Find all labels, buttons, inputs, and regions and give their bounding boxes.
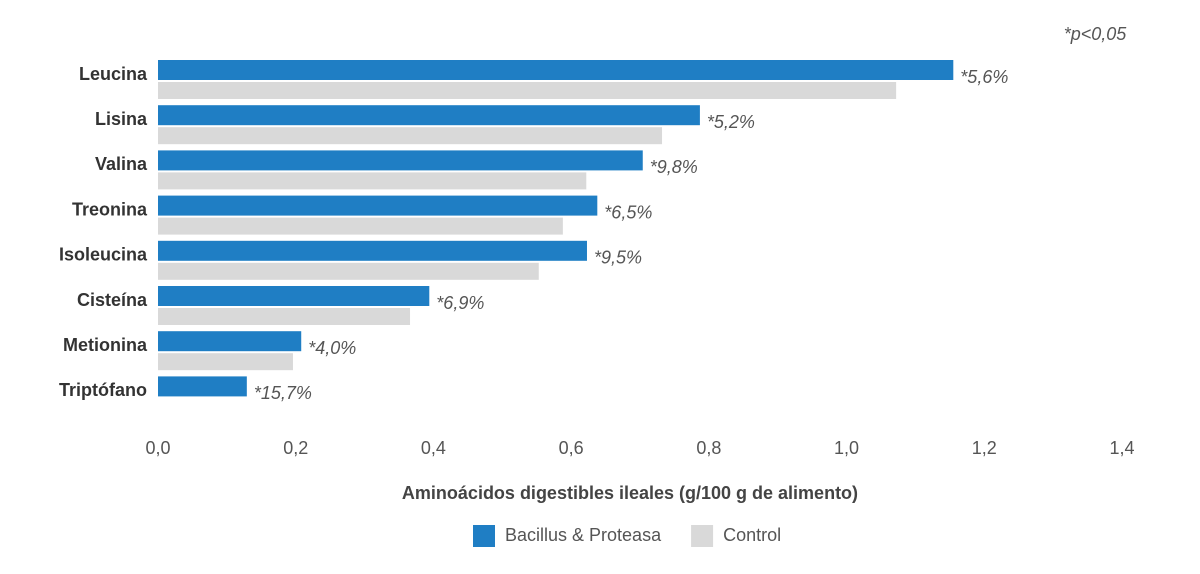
category-label: Valina bbox=[95, 154, 148, 174]
x-tick-label: 1,4 bbox=[1109, 438, 1134, 458]
annotation: *6,5% bbox=[604, 202, 652, 222]
bar bbox=[158, 172, 587, 190]
bar bbox=[158, 217, 563, 235]
bar bbox=[158, 82, 897, 99]
bar bbox=[158, 262, 539, 280]
annotation: *5,2% bbox=[707, 112, 755, 132]
bar bbox=[158, 240, 587, 261]
legend-label: Control bbox=[723, 525, 781, 545]
bar bbox=[158, 353, 293, 371]
note: *p<0,05 bbox=[1064, 24, 1128, 44]
bar bbox=[158, 376, 247, 397]
bar bbox=[158, 286, 430, 306]
legend-swatch bbox=[691, 525, 714, 547]
bar bbox=[158, 60, 954, 80]
annotation: *15,7% bbox=[254, 383, 312, 403]
legend-swatch bbox=[473, 525, 495, 547]
bar bbox=[158, 308, 411, 325]
bar bbox=[158, 127, 663, 145]
x-tick-label: 1,2 bbox=[972, 438, 997, 458]
legend-label: Bacillus & Proteasa bbox=[505, 525, 662, 545]
x-tick-label: 0,4 bbox=[421, 438, 446, 458]
category-label: Treonina bbox=[72, 199, 148, 219]
x-tick-label: 0,0 bbox=[145, 438, 170, 458]
annotation: *9,5% bbox=[594, 248, 642, 268]
x-tick-label: 1,0 bbox=[834, 438, 859, 458]
category-label: Leucina bbox=[79, 64, 148, 84]
bar bbox=[158, 150, 643, 171]
bar bbox=[158, 105, 700, 126]
category-label: Triptófano bbox=[59, 380, 147, 400]
bar bbox=[158, 331, 302, 352]
category-label: Metionina bbox=[63, 335, 148, 355]
x-tick-label: 0,6 bbox=[559, 438, 584, 458]
bar bbox=[158, 195, 598, 216]
x-tick-label: 0,2 bbox=[283, 438, 308, 458]
category-label: Cisteína bbox=[77, 290, 148, 310]
x-axis-label: Aminoácidos digestibles ileales (g/100 g… bbox=[402, 483, 858, 503]
x-tick-label: 0,8 bbox=[696, 438, 721, 458]
category-label: Lisina bbox=[95, 109, 148, 129]
annotation: *9,8% bbox=[650, 157, 698, 177]
annotation: *6,9% bbox=[436, 293, 484, 313]
annotation: *4,0% bbox=[308, 338, 356, 358]
category-label: Isoleucina bbox=[59, 245, 148, 265]
annotation: *5,6% bbox=[960, 67, 1008, 87]
